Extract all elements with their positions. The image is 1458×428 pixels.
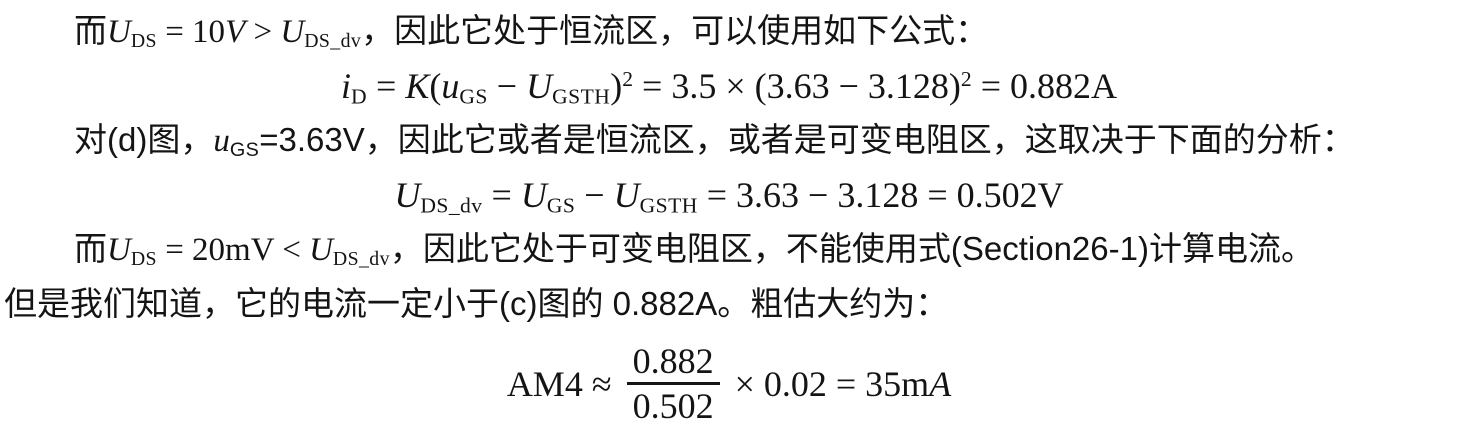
math-variable-U: U xyxy=(280,14,305,50)
paragraph-estimate-intro: 但是我们知道，它的电流一定小于(c)图的 0.882A。粗估大约为： xyxy=(0,277,1458,331)
subscript-GS: GS xyxy=(546,193,576,218)
math-text: = 3.5 × (3.63 − 3.128) xyxy=(633,66,961,106)
math-variable-K: K xyxy=(405,66,430,106)
math-text: = xyxy=(367,66,406,106)
cn-text: 而 xyxy=(74,230,107,267)
math-variable-u: u xyxy=(441,66,460,106)
formula-drain-current: iD = K(uGS − UGSTH)2 = 3.5 × (3.63 − 3.1… xyxy=(0,59,1458,113)
subscript-DS: DS xyxy=(130,247,157,270)
math-variable-U: U xyxy=(107,14,131,50)
math-text: = 10 xyxy=(156,14,226,50)
subscript-GS: GS xyxy=(459,84,488,109)
paragraph-uds-20mv: 而UDS = 20mV < UDS_dv，因此它处于可变电阻区，不能使用式(Se… xyxy=(0,222,1458,277)
math-variable-A: A xyxy=(929,363,952,404)
subscript-DS-dv: DS_dv xyxy=(420,193,483,218)
math-text: = 3.63 − 3.128 = 0.502V xyxy=(697,175,1064,215)
math-variable-U: U xyxy=(526,66,553,106)
cn-text: =3.63V，因此它或者是恒流区，或者是可变电阻区，这取决于下面的分析： xyxy=(259,121,1355,158)
math-variable-U: U xyxy=(613,175,640,215)
fraction-denominator: 0.502 xyxy=(632,386,714,426)
math-variable-i: i xyxy=(340,66,351,106)
subscript-D: D xyxy=(350,84,367,109)
superscript-2: 2 xyxy=(960,67,972,92)
math-text: − xyxy=(487,66,527,106)
fraction: 0.882 0.502 xyxy=(626,343,720,426)
subscript-GS: GS xyxy=(229,138,260,161)
subscript-DS-dv: DS_dv xyxy=(304,29,362,52)
math-text: = xyxy=(482,175,521,215)
cn-text: 而 xyxy=(74,12,107,49)
formula-uds-dv: UDS_dv = UGS − UGSTH = 3.63 − 3.128 = 0.… xyxy=(0,168,1458,222)
math-text: ) xyxy=(610,66,623,106)
math-variable-u: u xyxy=(213,123,230,159)
math-text: ( xyxy=(429,66,442,106)
subscript-GSTH: GSTH xyxy=(639,193,698,218)
superscript-2: 2 xyxy=(622,67,634,92)
math-text: = 20mV < xyxy=(156,232,310,268)
math-variable-U: U xyxy=(394,175,421,215)
cn-text: 对(d)图， xyxy=(74,121,214,158)
paragraph-uds-10v: 而UDS = 10V > UDS_dv，因此它处于恒流区，可以使用如下公式： xyxy=(0,4,1458,59)
formula-am4-estimate: AM4 ≈ 0.882 0.502 × 0.02 = 35mA xyxy=(0,331,1458,428)
math-text: > xyxy=(245,14,281,50)
paragraph-d-figure: 对(d)图，uGS=3.63V，因此它或者是恒流区，或者是可变电阻区，这取决于下… xyxy=(0,113,1458,168)
cn-text: 但是我们知道，它的电流一定小于(c)图的 0.882A。粗估大约为： xyxy=(4,285,949,322)
cn-text: ，因此它处于可变电阻区，不能使用式(Section26-1)计算电流。 xyxy=(389,230,1314,267)
fraction-numerator: 0.882 xyxy=(626,343,720,385)
math-text: × 0.02 = 35m xyxy=(725,363,930,404)
subscript-GSTH: GSTH xyxy=(552,84,611,109)
math-variable-U: U xyxy=(107,232,131,268)
cn-text: ，因此它处于恒流区，可以使用如下公式： xyxy=(361,12,989,49)
math-variable-U: U xyxy=(309,232,333,268)
subscript-DS-dv: DS_dv xyxy=(332,247,390,270)
math-text: − xyxy=(575,175,614,215)
math-variable-U: U xyxy=(520,175,547,215)
math-variable-V: V xyxy=(225,14,246,50)
math-text: AM4 ≈ xyxy=(506,363,621,404)
math-text: = 0.882A xyxy=(971,66,1118,106)
subscript-DS: DS xyxy=(130,29,157,52)
